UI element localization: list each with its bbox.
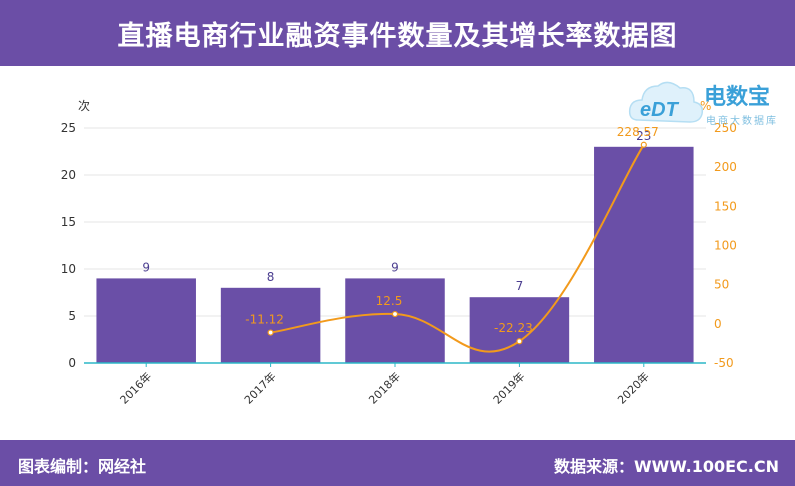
y2-tick-label: -50 (714, 356, 734, 370)
title-banner: 直播电商行业融资事件数量及其增长率数据图 (0, 0, 795, 66)
bar (594, 146, 694, 363)
x-tick-label: 2019年 (490, 369, 527, 406)
y-axis-title: 次 (78, 99, 90, 113)
logo-badge: eDT (640, 99, 680, 121)
y-tick-label: 25 (61, 121, 76, 135)
bar-value-label: 23 (636, 129, 651, 143)
combo-chart: 0 5 10 15 20 25 -50 0 50 100 150 200 250 次 % 9 8 9 7 23 2016… (61, 99, 737, 407)
bar-value-label: 9 (391, 260, 399, 274)
bar-value-label: 9 (142, 260, 150, 274)
edt-logo: eDT 电数宝 电商大数据库 (628, 81, 778, 127)
x-tick-label: 2017年 (241, 369, 278, 406)
growth-rate-line (270, 144, 645, 353)
line-value-label: -22.23 (494, 321, 533, 335)
bar (96, 278, 196, 363)
chart-title: 直播电商行业融资事件数量及其增长率数据图 (117, 20, 678, 52)
x-tick-label: 2018年 (366, 369, 403, 406)
y-tick-label: 10 (61, 262, 76, 276)
bar-value-label: 8 (267, 270, 275, 284)
y-tick-label: 15 (61, 215, 76, 229)
logo-sub-text: 电商大数据库 (706, 114, 778, 127)
line-point (267, 329, 274, 336)
x-tick-label: 2016年 (117, 369, 154, 406)
footer-source: 数据来源：WWW.100EC.CN (553, 457, 779, 476)
footer-credit: 图表编制：网经社 (18, 457, 147, 476)
line-point (516, 338, 523, 345)
bar (345, 278, 445, 363)
footer-bar: 图表编制：网经社 数据来源：WWW.100EC.CN (0, 440, 795, 486)
y2-axis-title: % (700, 99, 711, 113)
y-tick-label: 5 (68, 309, 76, 323)
x-tick-label: 2020年 (614, 369, 651, 406)
y2-tick-label: 0 (714, 317, 722, 331)
line-value-label: -11.12 (245, 313, 284, 327)
line-value-label: 12.5 (376, 294, 403, 308)
y2-tick-label: 200 (714, 160, 737, 174)
y2-tick-label: 250 (714, 121, 737, 135)
bar-value-label: 7 (516, 279, 524, 293)
line-point (391, 310, 399, 318)
y2-tick-label: 50 (714, 278, 729, 292)
y-tick-label: 20 (61, 168, 76, 182)
y2-tick-label: 150 (714, 199, 737, 213)
line-value-label: 228.57 (617, 125, 659, 139)
y2-tick-label: 100 (714, 239, 737, 253)
logo-text: 电数宝 (704, 84, 770, 110)
line-point (640, 141, 647, 148)
y-tick-label: 0 (68, 356, 76, 370)
